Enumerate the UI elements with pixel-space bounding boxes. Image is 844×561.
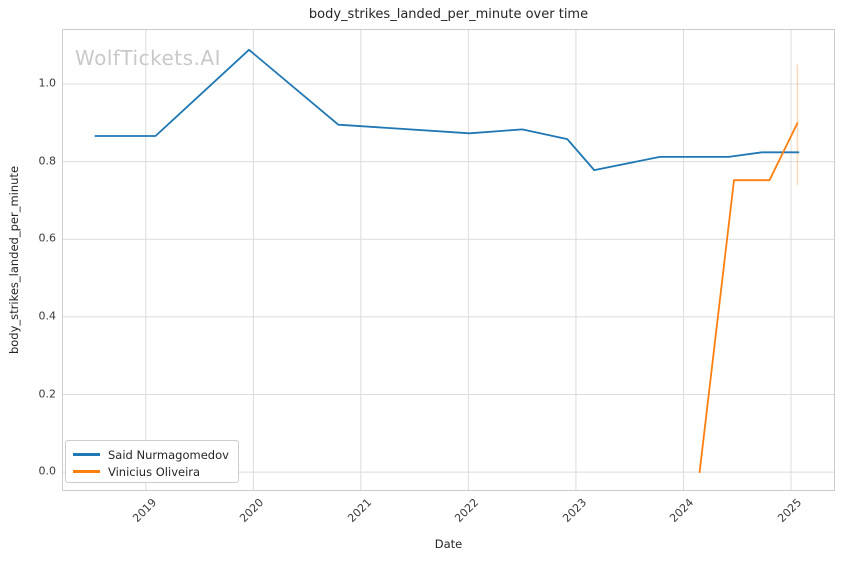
plot-canvas	[63, 30, 834, 490]
watermark: WolfTickets.AI	[75, 46, 221, 70]
plot-area: WolfTickets.AI	[62, 29, 835, 491]
y-tick-label: 1.0	[38, 76, 57, 90]
legend-item: Vinicius Oliveira	[73, 463, 230, 480]
y-tick-label: 0.0	[38, 464, 57, 478]
legend-line-swatch	[73, 453, 100, 456]
y-axis-label: body_strikes_landed_per_minute	[7, 165, 21, 355]
legend-item: Said Nurmagomedov	[73, 446, 230, 463]
chart-title: body_strikes_landed_per_minute over time	[308, 7, 589, 22]
series-line	[698, 122, 799, 474]
legend-label: Vinicius Oliveira	[108, 464, 201, 479]
legend: Said Nurmagomedov Vinicius Oliveira	[65, 440, 239, 483]
y-tick-label: 0.8	[38, 154, 57, 168]
y-tick-label: 0.6	[38, 231, 57, 245]
x-axis-label: Date	[434, 537, 463, 551]
y-tick-label: 0.2	[38, 387, 57, 400]
legend-line-swatch	[73, 470, 100, 473]
series-line	[94, 48, 800, 172]
legend-label: Said Nurmagomedov	[108, 447, 229, 462]
y-tick-label: 0.4	[38, 309, 57, 323]
